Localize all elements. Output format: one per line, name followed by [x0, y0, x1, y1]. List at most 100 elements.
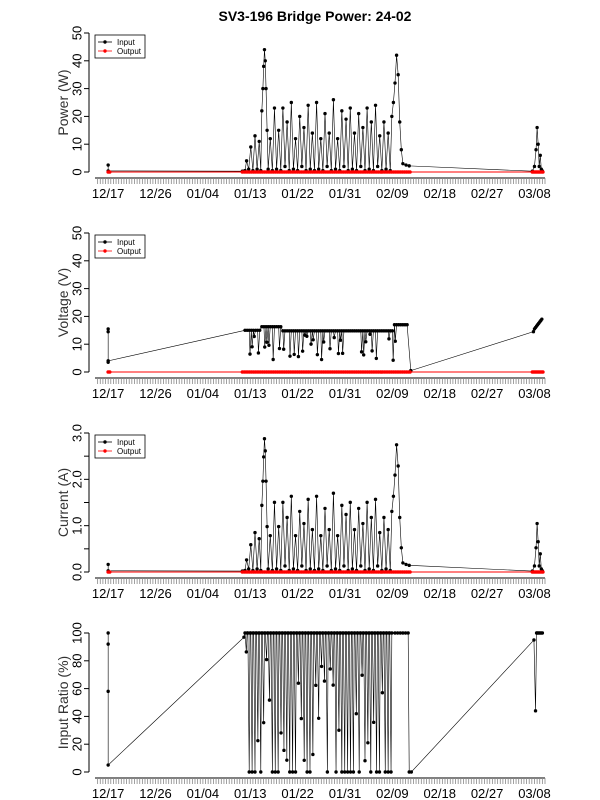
input-point	[409, 770, 414, 774]
x-tick-label: 01/04	[187, 186, 220, 201]
input-point	[314, 100, 319, 105]
input-point	[331, 491, 336, 495]
x-tick-label: 02/27	[471, 186, 504, 201]
input-point	[405, 323, 409, 327]
input-point	[377, 770, 382, 774]
input-point	[271, 357, 275, 362]
legend-input-label: Input	[117, 38, 136, 47]
input-point	[273, 770, 277, 774]
input-point	[356, 111, 361, 116]
y-tick-label: 80	[69, 654, 84, 668]
input-point	[365, 500, 369, 505]
input-point	[374, 770, 379, 774]
y-tick-label: 0	[69, 768, 84, 775]
input-point	[314, 494, 319, 498]
input-point	[340, 351, 345, 356]
legend-output-marker	[103, 449, 107, 453]
x-tick-label: 01/04	[187, 386, 220, 401]
input-series-line	[107, 49, 543, 172]
input-point	[360, 673, 364, 677]
input-point	[369, 120, 374, 124]
input-point	[300, 164, 304, 169]
x-tick-label: 01/13	[234, 186, 267, 201]
input-point	[252, 334, 256, 339]
y-tick-label: 40	[69, 254, 84, 268]
input-point	[258, 328, 262, 332]
input-point	[276, 770, 280, 774]
input-point	[387, 337, 391, 341]
input-point	[305, 770, 309, 774]
input-point	[393, 339, 397, 343]
input-point	[253, 530, 257, 535]
input-point	[306, 103, 310, 107]
input-point	[272, 106, 277, 110]
input-point	[264, 479, 268, 483]
input-point	[384, 167, 388, 171]
input-point	[359, 564, 363, 568]
input-point	[282, 748, 286, 753]
input-point	[333, 167, 338, 171]
input-point	[283, 564, 287, 568]
legend-box	[94, 34, 146, 59]
x-tick-label: 01/13	[234, 386, 267, 401]
input-point	[249, 543, 253, 547]
y-tick-label: 10	[69, 137, 84, 151]
input-point	[532, 164, 537, 169]
input-series-line	[107, 438, 543, 572]
input-point	[262, 47, 267, 52]
input-point	[291, 567, 296, 571]
input-point	[305, 334, 309, 338]
input-point	[276, 128, 281, 132]
input-point	[348, 500, 352, 505]
input-point	[537, 564, 541, 568]
input-point	[244, 558, 249, 562]
input-point	[393, 81, 397, 85]
input-point	[337, 728, 341, 732]
input-point	[328, 347, 332, 351]
input-point	[396, 464, 400, 468]
legend-output-label: Output	[117, 247, 142, 256]
input-point	[368, 332, 372, 336]
input-point	[390, 329, 395, 333]
y-axis-label: Input Ratio (%)	[55, 656, 71, 749]
input-point	[322, 679, 327, 683]
input-point	[338, 338, 343, 342]
x-tick-label: 01/31	[329, 186, 362, 201]
input-point	[306, 497, 310, 502]
input-point	[389, 770, 393, 774]
input-point	[334, 770, 338, 774]
input-point	[310, 527, 315, 532]
input-point	[263, 345, 267, 349]
input-point	[106, 642, 110, 646]
input-point	[316, 716, 321, 720]
input-point	[308, 167, 312, 171]
input-point	[532, 564, 537, 568]
legend-input-label: Input	[117, 438, 136, 447]
input-point	[386, 527, 390, 532]
y-tick-label: 40	[69, 54, 84, 68]
legend-output-label: Output	[117, 447, 142, 456]
input-point	[345, 770, 350, 774]
input-point	[395, 631, 400, 635]
input-point	[361, 521, 365, 526]
input-point	[371, 720, 376, 725]
input-point	[249, 145, 253, 149]
input-point	[390, 114, 394, 119]
x-tick-label: 01/31	[329, 386, 362, 401]
x-tick-label: 03/08	[518, 186, 551, 201]
input-point	[255, 567, 259, 571]
input-point	[299, 716, 304, 721]
input-point	[534, 148, 538, 152]
input-point	[319, 533, 323, 538]
input-point	[281, 500, 285, 505]
x-tick-label: 01/22	[281, 786, 314, 800]
input-point	[276, 524, 281, 529]
y-axis-label: Voltage (V)	[55, 268, 71, 337]
input-point	[331, 98, 336, 102]
x-tick-label: 01/31	[329, 786, 362, 800]
input-point	[256, 738, 260, 743]
input-point	[283, 164, 287, 169]
input-point	[361, 353, 366, 357]
output-point	[541, 570, 545, 574]
